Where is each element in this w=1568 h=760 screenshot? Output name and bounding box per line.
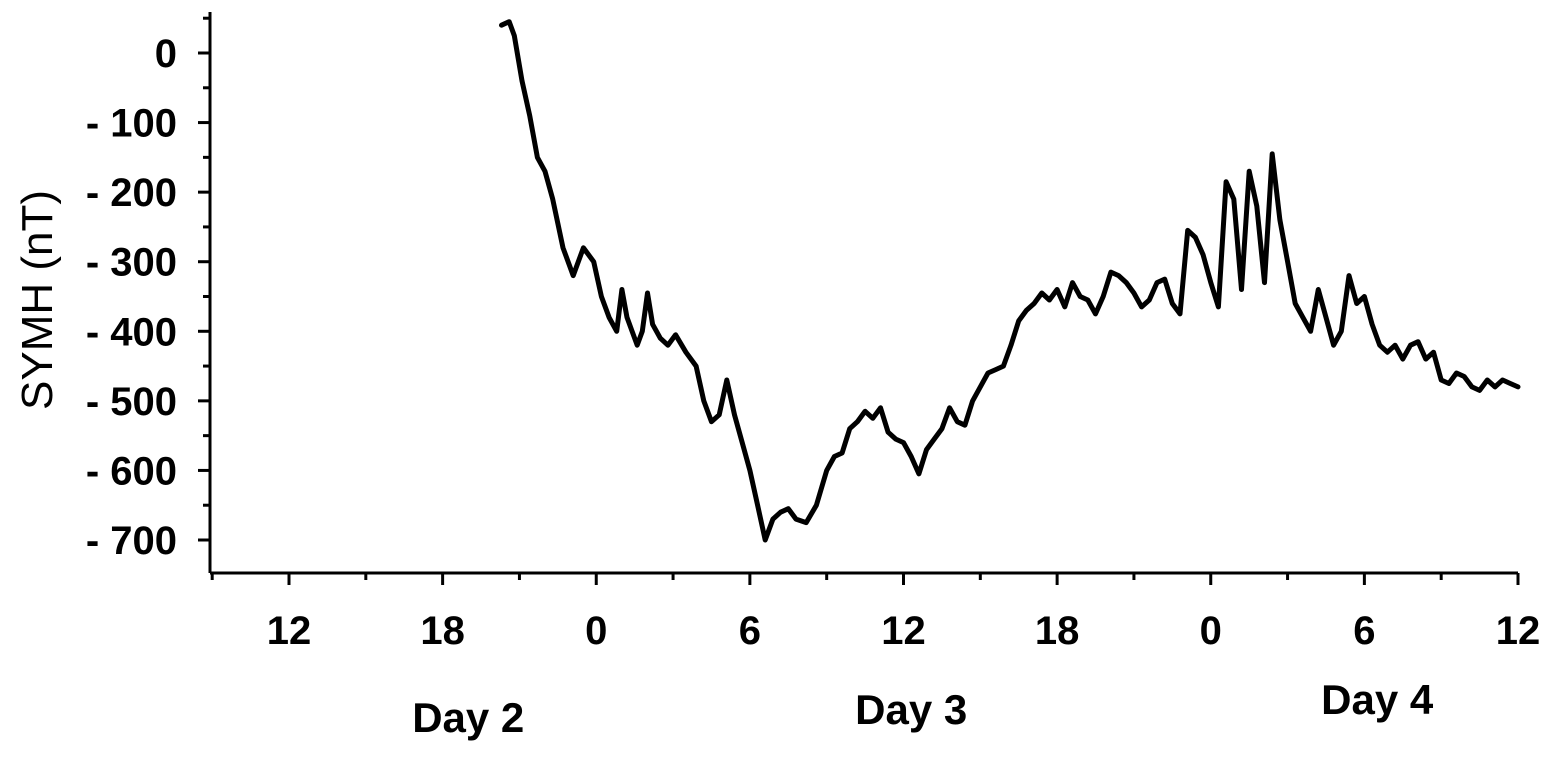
x-tick-label: 0 <box>585 609 607 653</box>
day-labels: Day 2 Day 3 Day 4 <box>412 676 1434 741</box>
y-axis-label: SYMH (nT) <box>13 190 62 410</box>
x-tick-label: 12 <box>1496 609 1541 653</box>
day-label: Day 3 <box>855 686 967 733</box>
x-tick-label: 12 <box>881 609 926 653</box>
x-axis-ticks: 12 18 0 6 12 18 0 6 12 <box>210 573 1541 653</box>
y-tick-label: - 300 <box>86 241 177 285</box>
y-tick-label: - 100 <box>86 102 177 146</box>
y-tick-label: - 400 <box>86 310 177 354</box>
series-group <box>499 19 1521 543</box>
day-label: Day 2 <box>412 694 524 741</box>
x-tick-label: 6 <box>1353 609 1375 653</box>
y-axis-ticks: 0 - 100 - 200 - 300 - 400 - 500 - 600 - 700 <box>86 16 210 563</box>
y-tick-label: - 700 <box>86 519 177 563</box>
y-tick-label: - 500 <box>86 380 177 424</box>
x-tick-label: 18 <box>1035 609 1080 653</box>
series-line <box>499 19 1521 543</box>
x-tick-label: 0 <box>1200 609 1222 653</box>
x-tick-label: 6 <box>739 609 761 653</box>
y-tick-label: - 200 <box>86 171 177 215</box>
y-tick-label: - 600 <box>86 449 177 493</box>
x-tick-label: 18 <box>420 609 465 653</box>
axes <box>208 12 1518 575</box>
day-label: Day 4 <box>1321 676 1434 723</box>
y-tick-label: 0 <box>155 32 177 76</box>
x-tick-label: 12 <box>267 609 312 653</box>
